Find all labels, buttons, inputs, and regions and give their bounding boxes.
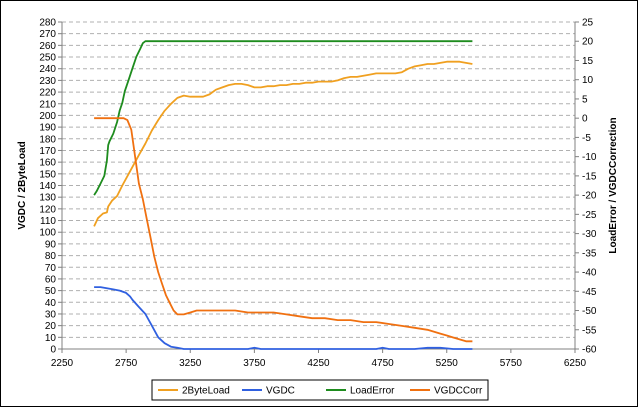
left-tick-label: 70 (45, 263, 57, 274)
x-tick-label: 5250 (436, 358, 459, 369)
left-tick-label: 30 (45, 309, 57, 320)
right-tick-label: -30 (582, 229, 597, 240)
right-tick-label: 25 (582, 18, 594, 29)
series-line-2byteload (93, 60, 473, 227)
left-tick-label: 100 (39, 228, 56, 239)
left-tick-label: 190 (39, 123, 56, 134)
left-tick-label: 240 (39, 64, 56, 75)
left-tick-label: 220 (39, 88, 56, 99)
left-tick-label: 0 (50, 345, 56, 356)
x-tick-label: 4250 (307, 358, 330, 369)
legend-box (151, 379, 489, 401)
x-tick-label: 4750 (372, 358, 395, 369)
right-tick-label: 0 (582, 114, 588, 125)
x-tick-label: 5750 (500, 358, 523, 369)
legend-label-loaderror: LoadError (350, 386, 395, 397)
right-tick-label: -25 (582, 210, 597, 221)
left-tick-label: 170 (39, 146, 56, 157)
left-tick-label: 160 (39, 158, 56, 169)
x-tick-label: 3250 (179, 358, 202, 369)
right-tick-label: -10 (582, 152, 597, 163)
left-tick-label: 210 (39, 99, 56, 110)
left-tick-label: 230 (39, 76, 56, 87)
right-tick-label: -45 (582, 287, 597, 298)
right-tick-label: -55 (582, 325, 597, 336)
x-tick-label: 2750 (115, 358, 138, 369)
left-tick-label: 140 (39, 181, 56, 192)
right-tick-label: -60 (582, 345, 597, 356)
left-tick-label: 50 (45, 286, 57, 297)
legend-label-vgdc: VGDC (266, 386, 295, 397)
left-tick-label: 90 (45, 239, 57, 250)
x-tick-label: 2250 (51, 358, 74, 369)
left-tick-label: 110 (40, 216, 56, 227)
left-tick-label: 20 (45, 321, 57, 332)
y-axis-title: VGDC / 2ByteLoad (17, 141, 28, 229)
left-tick-label: 270 (39, 29, 56, 40)
series-line-vgdccorr (94, 117, 473, 343)
left-tick-label: 10 (45, 333, 57, 344)
left-tick-label: 200 (39, 111, 56, 122)
left-tick-label: 280 (39, 18, 56, 29)
right-tick-label: 20 (582, 37, 594, 48)
right-tick-label: 15 (582, 56, 594, 67)
right-tick-label: 10 (582, 75, 594, 86)
x-tick-label: 3750 (243, 358, 266, 369)
legend-label-vgdccorr: VGDCCorr (434, 386, 483, 397)
right-tick-label: -15 (582, 171, 597, 182)
right-tick-label: -20 (582, 191, 597, 202)
left-tick-label: 80 (45, 251, 57, 262)
left-tick-label: 260 (39, 41, 56, 52)
left-tick-label: 60 (45, 274, 57, 285)
series-line-vgdc (94, 286, 473, 350)
right-tick-label: -40 (582, 268, 597, 279)
x-tick-label: 6250 (564, 358, 587, 369)
right-tick-label: -35 (582, 248, 597, 259)
left-tick-label: 180 (39, 134, 56, 145)
series-line-loaderror (93, 40, 473, 196)
left-tick-label: 120 (39, 204, 56, 215)
right-tick-label: -50 (582, 306, 597, 317)
left-tick-label: 40 (45, 298, 57, 309)
left-tick-label: 150 (39, 169, 56, 180)
legend-label-2byteload: 2ByteLoad (182, 386, 230, 397)
left-tick-label: 130 (39, 193, 56, 204)
right-tick-label: 5 (582, 94, 588, 105)
right-tick-label: -5 (582, 133, 591, 144)
y2-axis-title: LoadError / VGDCCorrection (608, 117, 619, 253)
left-tick-label: 250 (39, 53, 56, 64)
